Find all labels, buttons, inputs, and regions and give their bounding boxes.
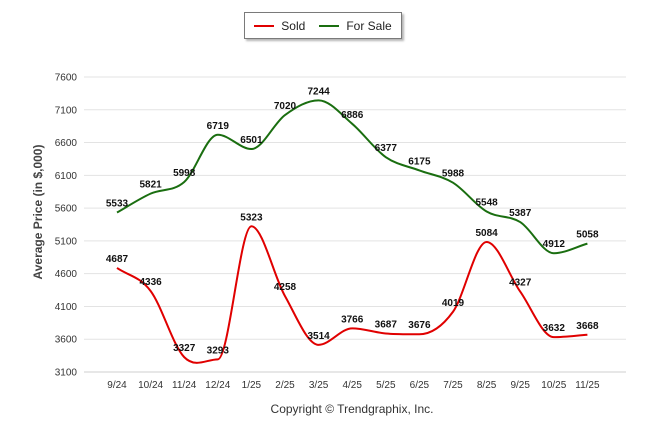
data-label-sold: 4019 — [442, 298, 465, 309]
data-label-for-sale: 7020 — [274, 101, 297, 112]
x-tick-label: 10/24 — [138, 380, 163, 391]
data-label-sold: 3668 — [576, 321, 599, 332]
x-tick-label: 6/25 — [410, 380, 430, 391]
y-tick-label: 4600 — [55, 269, 78, 280]
x-tick-label: 11/25 — [575, 380, 600, 391]
x-tick-label: 9/24 — [107, 380, 127, 391]
x-tick-label: 12/24 — [205, 380, 230, 391]
x-tick-label: 4/25 — [342, 380, 362, 391]
data-label-for-sale: 6377 — [375, 143, 398, 154]
x-tick-label: 5/25 — [376, 380, 396, 391]
data-label-sold: 3327 — [173, 343, 196, 354]
y-tick-label: 3600 — [55, 335, 78, 346]
series — [116, 99, 588, 364]
y-tick-label: 5100 — [55, 236, 78, 247]
data-label-for-sale: 4912 — [543, 239, 566, 250]
legend: Sold For Sale — [244, 12, 402, 39]
series-line-sold[interactable] — [116, 225, 588, 364]
legend-item-sold[interactable]: Sold — [254, 19, 305, 33]
data-label-sold: 3514 — [307, 331, 330, 342]
data-label-for-sale: 6719 — [207, 121, 230, 132]
data-label-sold: 4336 — [139, 277, 162, 288]
x-tick-label: 8/25 — [477, 380, 497, 391]
x-tick-label: 3/25 — [309, 380, 329, 391]
series-line-for-sale[interactable] — [116, 99, 588, 255]
data-label-sold: 3632 — [543, 323, 566, 334]
gridlines — [84, 76, 626, 373]
data-label-for-sale: 5821 — [139, 180, 162, 191]
legend-label-sold: Sold — [281, 18, 306, 33]
x-tick-label: 9/25 — [510, 380, 530, 391]
y-tick-label: 6100 — [55, 171, 78, 182]
data-label-for-sale: 5058 — [576, 230, 599, 241]
data-label-for-sale: 5998 — [173, 168, 196, 179]
chart-footer: Copyright © Trendgraphix, Inc. — [271, 402, 434, 416]
y-tick-label: 7100 — [55, 105, 78, 116]
data-label-for-sale: 5387 — [509, 208, 532, 219]
legend-swatch-sold — [254, 24, 275, 27]
y-tick-label: 4100 — [55, 302, 78, 313]
data-label-for-sale: 6175 — [408, 156, 431, 167]
x-tick-label: 1/25 — [242, 380, 262, 391]
legend-label-for-sale: For Sale — [346, 18, 392, 33]
data-label-sold: 3676 — [408, 320, 431, 331]
x-tick-label: 7/25 — [443, 380, 463, 391]
legend-swatch-for-sale — [319, 24, 340, 27]
y-tick-label: 6600 — [55, 138, 78, 149]
y-tick-label: 5600 — [55, 204, 78, 215]
data-label-sold: 3293 — [207, 345, 230, 356]
data-label-sold: 4258 — [274, 282, 297, 293]
y-tick-label: 3100 — [55, 368, 78, 379]
data-label-for-sale: 5548 — [475, 198, 498, 209]
data-label-sold: 5323 — [240, 212, 263, 223]
data-label-for-sale: 7244 — [307, 86, 330, 97]
data-labels: 4687 4336 3327 3293 5323 4258 3514 3766 3687 3676… — [106, 86, 599, 356]
x-tick-label: 11/24 — [172, 380, 197, 391]
x-tick-label: 2/25 — [275, 380, 295, 391]
data-label-for-sale: 5988 — [442, 169, 465, 180]
data-label-for-sale: 6501 — [240, 135, 263, 146]
data-label-sold: 3766 — [341, 314, 364, 325]
data-label-for-sale: 5533 — [106, 199, 129, 210]
x-tick-label: 10/25 — [541, 380, 566, 391]
data-label-sold: 4327 — [509, 278, 532, 289]
data-label-sold: 4687 — [106, 254, 129, 265]
data-label-sold: 3687 — [375, 320, 398, 331]
legend-item-for-sale[interactable]: For Sale — [319, 18, 392, 33]
y-tick-label: 7600 — [55, 73, 78, 84]
data-label-sold: 5084 — [475, 228, 498, 239]
y-axis-title: Average Price (in $,000) — [31, 145, 45, 280]
axes: 3100 3600 4100 4600 5100 5600 6100 6600 7100 7600… — [55, 73, 626, 391]
data-label-for-sale: 6886 — [341, 110, 364, 121]
